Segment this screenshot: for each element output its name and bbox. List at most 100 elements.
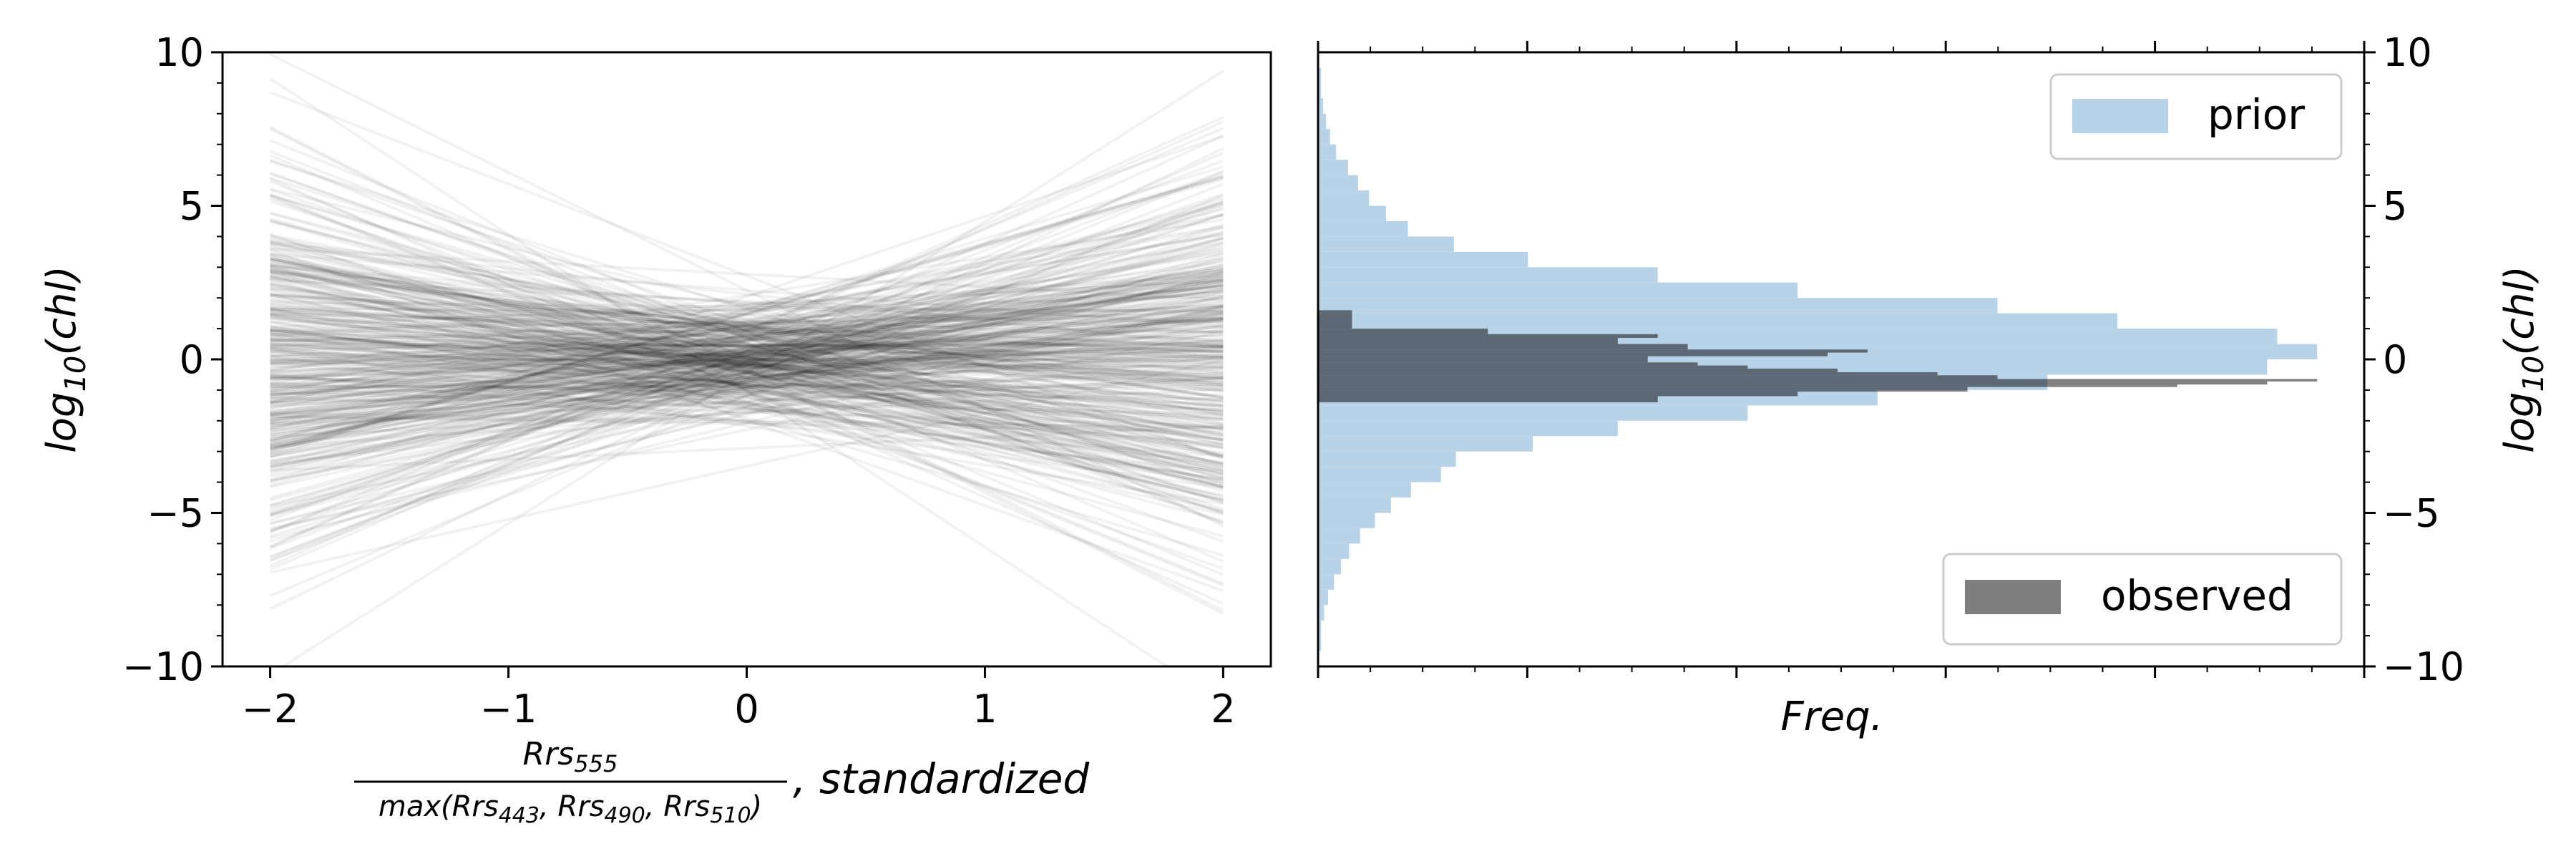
regression-line [269, 170, 1224, 533]
regression-line [270, 308, 1224, 313]
legend-observed-label: observed [2101, 571, 2293, 620]
observed-bar [1318, 365, 1748, 369]
x-label-suffix: , standardized [793, 754, 1090, 803]
regression-line [269, 177, 1224, 606]
regression-line [270, 333, 1224, 482]
regression-line [269, 248, 1224, 593]
regression-line [270, 333, 1224, 347]
regression-line [270, 325, 1224, 482]
regression-line [270, 268, 1224, 414]
regression-line [270, 237, 1224, 516]
observed-bar [1318, 396, 1658, 403]
regression-line [270, 414, 1224, 430]
regression-line [270, 283, 1224, 416]
regression-line [270, 309, 1224, 404]
regression-line [270, 278, 1224, 557]
regression-line [269, 176, 1224, 486]
regression-line [270, 290, 1224, 482]
regression-line [270, 343, 1224, 394]
legend-prior: prior [2049, 73, 2343, 160]
regression-line [270, 274, 1224, 422]
legend-prior-swatch [2072, 99, 2168, 133]
prior-bar [1318, 420, 1618, 437]
regression-line [270, 261, 1224, 392]
regression-line [270, 264, 1224, 476]
regression-line [270, 175, 1224, 451]
prior-bar [1318, 558, 1342, 575]
regression-line [270, 329, 1224, 427]
regression-line [270, 247, 1224, 480]
regression-line [270, 225, 1224, 403]
x-tick-label: 1 [972, 686, 997, 732]
regression-line [270, 196, 1224, 482]
prior-bar [1318, 129, 1330, 145]
prior-bar [1318, 620, 1322, 651]
prior-bar [1318, 160, 1348, 175]
regression-line [270, 306, 1224, 540]
regression-line [270, 296, 1224, 381]
regression-line [270, 278, 1224, 401]
right-y-axis-label: log10(chl) [2497, 266, 2550, 453]
regression-line [270, 226, 1224, 487]
regression-line [270, 276, 1224, 384]
regression-line [270, 245, 1224, 477]
regression-line [270, 241, 1224, 484]
regression-line [270, 377, 1224, 397]
regression-line [270, 230, 1224, 430]
regression-line [270, 264, 1224, 389]
regression-line [270, 296, 1224, 414]
regression-line [270, 339, 1224, 404]
regression-line [270, 304, 1224, 525]
regression-line [270, 294, 1224, 532]
regression-line [270, 318, 1224, 342]
prior-bar [1318, 67, 1322, 99]
regression-line [270, 271, 1224, 502]
regression-line [270, 323, 1224, 482]
regression-line [270, 335, 1224, 377]
regression-line [270, 311, 1224, 393]
regression-line [270, 271, 1224, 433]
regression-line [270, 310, 1224, 449]
regression-line [270, 299, 1224, 354]
y-tick-label: −10 [122, 644, 204, 689]
regression-line [270, 346, 1224, 505]
regression-line [270, 313, 1224, 402]
regression-line [270, 350, 1224, 466]
regression-line [270, 283, 1224, 446]
regression-line [270, 267, 1224, 372]
regression-line [270, 175, 1224, 442]
observed-bar [1318, 362, 1698, 366]
regression-line [270, 319, 1224, 440]
regression-line [270, 236, 1224, 507]
regression-line [270, 317, 1224, 430]
regression-line [270, 284, 1224, 489]
regression-line [270, 235, 1224, 438]
regression-line [270, 268, 1224, 450]
regression-line [270, 242, 1224, 387]
regression-line [270, 246, 1224, 424]
regression-line [270, 396, 1224, 428]
regression-line [270, 293, 1224, 417]
prior-bar [1318, 498, 1391, 513]
regression-line [270, 318, 1224, 375]
regression-line [270, 362, 1224, 397]
regression-line [270, 263, 1224, 455]
regression-line [270, 208, 1224, 450]
regression-line [270, 286, 1224, 479]
regression-line [270, 275, 1224, 384]
regression-line [270, 270, 1224, 335]
x-label-numerator: Rrs555 [523, 736, 618, 777]
regression-line [270, 304, 1224, 374]
regression-line [270, 377, 1224, 412]
regression-line [270, 293, 1224, 359]
regression-line [270, 297, 1224, 374]
regression-line [270, 263, 1224, 442]
prior-bar [1318, 98, 1323, 114]
left-y-axis-label: log10(chl) [39, 266, 92, 453]
right-ticks: −10 −5 0 5 10 [1317, 30, 2464, 689]
regression-line [270, 257, 1224, 437]
regression-line [270, 333, 1224, 373]
regression-line [270, 272, 1224, 387]
regression-line [270, 213, 1224, 452]
